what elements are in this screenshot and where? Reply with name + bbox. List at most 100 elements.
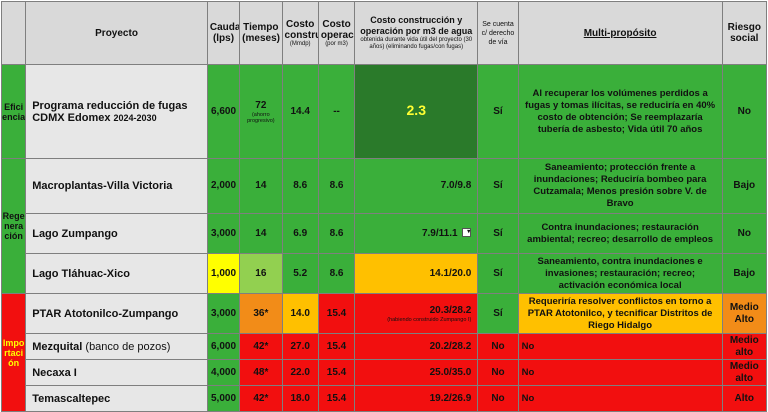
project-name-cell: Macroplantas-Villa Victoria <box>25 158 208 214</box>
project-name: Mezquital <box>32 340 83 353</box>
tiempo-cell: 16 <box>239 253 283 294</box>
tiempo-value: 72 <box>255 99 267 111</box>
category-eficiencia: Eficiencia <box>0 64 27 159</box>
costo-total-cell: 25.0/35.0 <box>354 359 479 386</box>
costo-total-cell: 19.2/26.9 <box>354 385 479 412</box>
riesgo-cell: Bajo <box>721 158 768 214</box>
tiempo-cell: 48* <box>239 359 283 386</box>
header-costo-total-label: Costo construcción y operación por m3 de… <box>360 15 473 36</box>
project-name: Lago Zumpango <box>32 227 118 240</box>
header-costo-construccion-label: Costo construcción <box>284 18 318 41</box>
riesgo-cell: Alto <box>721 385 768 412</box>
costo-total-cell[interactable]: 7.9/11.1 ▾ <box>354 213 479 254</box>
costo-operacion-cell: 15.4 <box>317 359 356 386</box>
costo-construccion-cell: 6.9 <box>281 213 319 254</box>
costo-total-cell: 2.3 <box>354 64 479 159</box>
tiempo-note: (ahorro progresivo) <box>247 111 275 124</box>
project-name: Necaxa I <box>32 366 77 379</box>
project-name: Temascaltepec <box>32 392 111 405</box>
table-row: Eficiencia Programa reducción de fugas C… <box>0 64 768 159</box>
riesgo-cell: No <box>721 213 768 254</box>
project-name-cell: Temascaltepec <box>25 385 208 412</box>
multi-cell: Contra inundaciones; restauración ambien… <box>517 213 723 254</box>
header-costo-operacion: Costo operación (por m3) <box>317 1 356 65</box>
derecho-via-cell: Sí <box>477 64 519 159</box>
multi-cell: No <box>517 359 723 386</box>
costo-operacion-cell: 15.4 <box>317 385 356 412</box>
derecho-via-cell: Sí <box>477 293 519 334</box>
table-row: Lago Tláhuac-Xico 1,000 16 5.2 8.6 14.1/… <box>2 253 768 294</box>
costo-operacion-cell: 8.6 <box>317 213 356 254</box>
tiempo-cell: 42* <box>239 385 283 412</box>
riesgo-cell: Medio Alto <box>721 293 768 334</box>
header-blank <box>0 1 27 65</box>
costo-total-cell: 20.2/28.2 <box>354 333 479 360</box>
header-derecho-via: Se cuenta c/ derecho de vía <box>477 1 519 65</box>
multi-cell: Al recuperar los volúmenes perdidos a fu… <box>517 64 723 159</box>
costo-construccion-cell: 5.2 <box>281 253 319 294</box>
header-caudal: Caudal (lps) <box>206 1 241 65</box>
caudal-cell: 2,000 <box>206 158 241 214</box>
multi-cell: No <box>517 385 723 412</box>
costo-operacion-cell: 15.4 <box>317 293 356 334</box>
riesgo-cell: Medio alto <box>721 359 768 386</box>
derecho-via-cell: Sí <box>477 158 519 214</box>
tiempo-cell: 14 <box>239 158 283 214</box>
multi-cell: No <box>517 333 723 360</box>
project-name-cell: Lago Tláhuac-Xico <box>25 253 208 294</box>
costo-construccion-cell: 22.0 <box>281 359 319 386</box>
chevron-down-icon[interactable]: ▾ <box>462 227 472 237</box>
derecho-via-cell: Sí <box>477 253 519 294</box>
costo-total-value: 7.9/11.1 <box>421 227 458 239</box>
category-regeneracion: Regeneración <box>0 158 27 294</box>
caudal-cell: 4,000 <box>206 359 241 386</box>
caudal-cell: 1,000 <box>206 253 241 294</box>
project-name-cell: Programa reducción de fugas CDMX Edomex … <box>25 64 208 159</box>
table-row: Necaxa I 4,000 48* 22.0 15.4 25.0/35.0 N… <box>2 359 768 386</box>
header-proyecto: Proyecto <box>25 1 208 65</box>
category-importacion: Importación <box>0 293 27 412</box>
project-note: (banco de pozos) <box>85 340 171 353</box>
costo-construccion-cell: 14.0 <box>281 293 319 334</box>
project-name: Macroplantas-Villa Victoria <box>32 180 173 192</box>
costo-construccion-cell: 18.0 <box>281 385 319 412</box>
project-name: PTAR Atotonilco-Zumpango <box>32 307 179 320</box>
caudal-cell: 3,000 <box>206 293 241 334</box>
costo-operacion-cell: 8.6 <box>317 253 356 294</box>
costo-operacion-cell: 8.6 <box>317 158 356 214</box>
table-row: Temascaltepec 5,000 42* 18.0 15.4 19.2/2… <box>2 385 768 412</box>
header-tiempo: Tiempo (meses) <box>239 1 283 65</box>
costo-construccion-cell: 8.6 <box>281 158 319 214</box>
table-row: Regeneración Macroplantas-Villa Victoria… <box>0 158 768 294</box>
costo-total-cell: 7.0/9.8 <box>354 158 479 214</box>
caudal-cell: 6,000 <box>206 333 241 360</box>
tiempo-cell: 42* <box>239 333 283 360</box>
costo-total-cell: 14.1/20.0 <box>354 253 479 294</box>
header-multi-label: Multi-propósito <box>583 27 657 39</box>
derecho-via-cell: No <box>477 333 519 360</box>
table-row: Lago Zumpango 3,000 14 6.9 8.6 7.9/11.1 … <box>2 213 768 254</box>
costo-total-value: 2.3 <box>406 102 426 118</box>
header-costo-construccion-unit: (Mmdp) <box>289 40 311 47</box>
table-row: Mezquital (banco de pozos) 6,000 42* 27.… <box>2 333 768 360</box>
table-row: Importación PTAR Atotonilco-Zumpango 3,0… <box>0 293 768 412</box>
multi-cell: Saneamiento; protección frente a inundac… <box>517 158 723 214</box>
header-riesgo: Riesgo social <box>721 1 768 65</box>
project-name-cell: PTAR Atotonilco-Zumpango <box>25 293 208 334</box>
header-row: Proyecto Caudal (lps) Tiempo (meses) Cos… <box>0 1 768 65</box>
costo-construccion-cell: 14.4 <box>281 64 319 159</box>
costo-total-cell: 20.3/28.2 (habiendo construido Zumpango … <box>354 293 479 334</box>
caudal-cell: 3,000 <box>206 213 241 254</box>
project-name-cell: Lago Zumpango <box>25 213 208 254</box>
tiempo-cell: 14 <box>239 213 283 254</box>
caudal-cell: 6,600 <box>206 64 241 159</box>
costo-construccion-cell: 27.0 <box>281 333 319 360</box>
header-costo-operacion-label: Costo operación <box>320 18 354 41</box>
costo-operacion-cell: -- <box>317 64 356 159</box>
header-multi: Multi-propósito <box>517 1 723 65</box>
costo-operacion-cell: 15.4 <box>317 333 356 360</box>
derecho-via-cell: No <box>477 359 519 386</box>
caudal-cell: 5,000 <box>206 385 241 412</box>
multi-cell: Saneamiento, contra inundaciones e invas… <box>517 253 723 294</box>
